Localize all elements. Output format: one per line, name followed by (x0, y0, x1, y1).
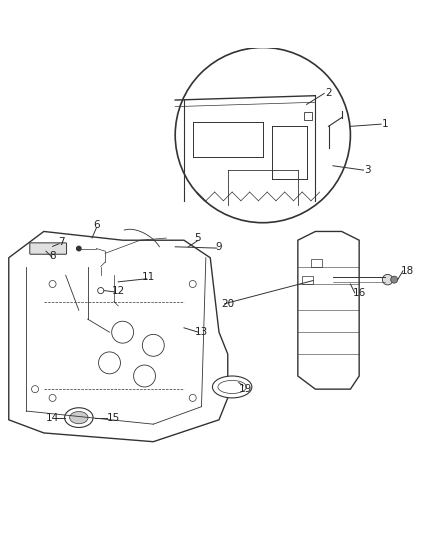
Ellipse shape (212, 376, 252, 398)
Text: 1: 1 (382, 119, 389, 129)
Text: 19: 19 (239, 384, 252, 394)
Text: 7: 7 (58, 237, 65, 247)
Circle shape (382, 274, 393, 285)
Circle shape (77, 246, 81, 251)
Text: 13: 13 (195, 327, 208, 337)
FancyBboxPatch shape (30, 243, 67, 254)
Ellipse shape (65, 408, 93, 427)
Circle shape (391, 276, 398, 283)
Text: 6: 6 (93, 220, 100, 230)
Text: 9: 9 (215, 242, 223, 252)
Text: 20: 20 (221, 298, 234, 309)
Text: 11: 11 (142, 272, 155, 282)
Text: 3: 3 (364, 165, 371, 175)
Text: 16: 16 (353, 288, 366, 298)
Text: 18: 18 (401, 266, 414, 276)
Text: 5: 5 (194, 233, 201, 243)
Text: 15: 15 (107, 413, 120, 423)
Text: 2: 2 (325, 88, 332, 99)
Text: 14: 14 (46, 413, 59, 423)
Bar (311, 259, 322, 266)
Bar (302, 276, 313, 284)
Text: 12: 12 (112, 286, 125, 296)
Bar (304, 112, 312, 120)
Text: 8: 8 (49, 251, 56, 261)
Ellipse shape (70, 411, 88, 424)
